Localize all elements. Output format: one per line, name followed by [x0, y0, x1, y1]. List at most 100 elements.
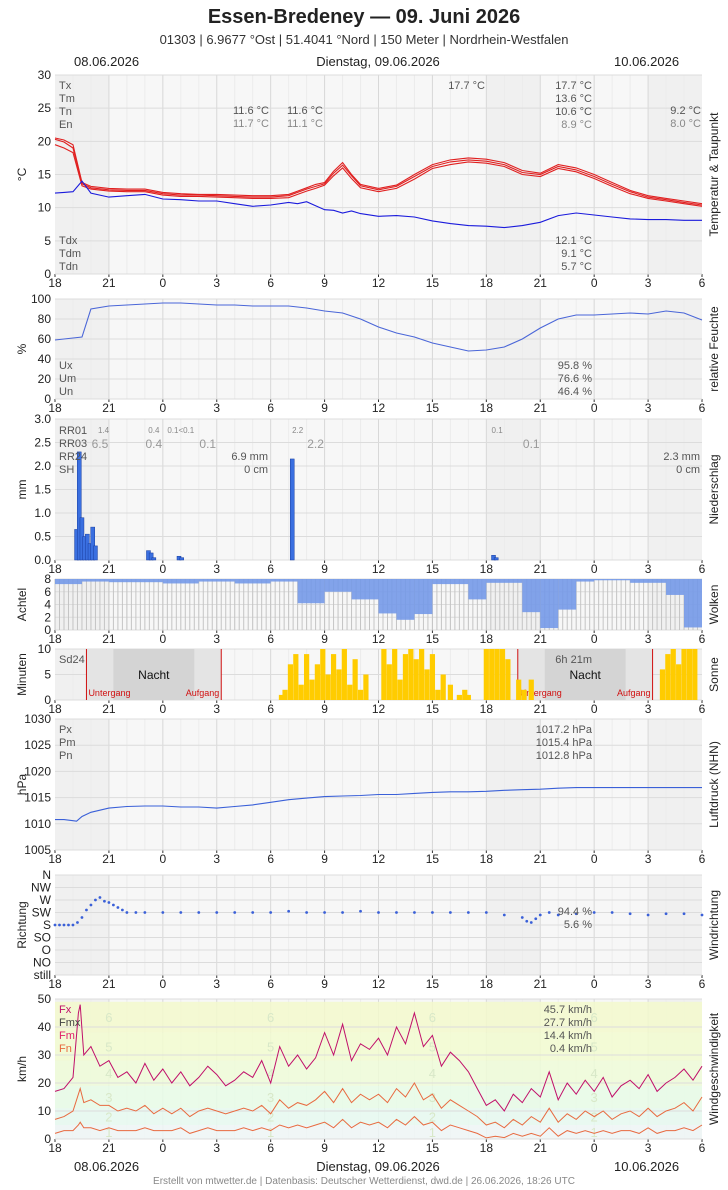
precipitation-x-tick-label: 9 [321, 562, 328, 576]
temperature-y-tick-label: 15 [38, 168, 52, 182]
pressure-y-tick-label: 1020 [24, 764, 51, 778]
footer-credit: Erstellt von mtwetter.de | Datenbasis: D… [153, 1176, 575, 1187]
date-center-bottom: Dienstag, 09.06.2026 [316, 1159, 440, 1174]
wind-speed-beaufort-band [55, 1001, 702, 1033]
temperature-x-tick-label: 3 [213, 276, 220, 290]
wind-speed-beaufort-label: 6 [105, 1010, 112, 1025]
humidity-x-tick-label: 9 [321, 401, 328, 415]
wind-direction-point [359, 909, 362, 913]
wind_speed-x-tick-label: 6 [267, 1141, 274, 1155]
wind-direction-point [116, 906, 120, 909]
temperature-x-tick-label: 18 [48, 276, 62, 290]
precipitation-x-tick-label: 18 [48, 562, 62, 576]
sunshine-bar [293, 654, 299, 700]
wind-speed-beaufort-label: 3 [105, 1090, 112, 1105]
clouds-y-axis-label: Achtel [15, 588, 29, 621]
wind_speed-legend-value: 14.4 km/h [544, 1030, 592, 1042]
temperature-annotation-3: 10.6 °C [555, 106, 592, 118]
wind-direction-tick-label: SO [34, 931, 51, 945]
wind-speed-beaufort-label: 6 [429, 1010, 436, 1025]
temperature-annotation-5: 5.7 °C [561, 261, 592, 273]
wind-direction-point [71, 923, 75, 927]
wind-direction-legend-value: 5.6 % [564, 919, 592, 931]
wind-speed-beaufort-label: 5 [591, 1040, 598, 1055]
wind-direction-point [628, 912, 632, 916]
precipitation-x-tick-label: 3 [645, 562, 652, 576]
sunshine-bar [309, 679, 315, 700]
wind-direction-tick-label: NW [31, 881, 52, 895]
precipitation-x-tick-label: 12 [372, 562, 386, 576]
precipitation-rr24-value-right: 2.3 mm [663, 451, 700, 463]
humidity-legend-Um: Um [59, 373, 76, 385]
humidity-x-tick-label: 12 [372, 401, 386, 415]
wind_speed-legend-Fmx: Fmx [59, 1017, 81, 1029]
wind-direction-tick-label: S [43, 918, 51, 932]
temperature-x-tick-label: 21 [534, 276, 548, 290]
clouds-x-tick-label: 21 [102, 632, 116, 646]
pressure-legend-value: 1015.4 hPa [536, 737, 593, 749]
temperature-side-label: Temperatur & Taupunkt [707, 112, 721, 237]
temperature-series-Tx [54, 137, 703, 205]
wind-direction-tick-label: NO [33, 956, 51, 970]
wind-direction-point [646, 913, 650, 917]
precipitation-rr24-value-right: 0 cm [676, 464, 700, 476]
precipitation-y-tick-label: 2.5 [34, 436, 51, 450]
sunshine-bar [392, 649, 398, 700]
sunshine-bar [336, 669, 342, 700]
precipitation-x-tick-label: 15 [426, 562, 440, 576]
clouds-bar [234, 579, 271, 584]
sunshine-x-tick-label: 9 [321, 702, 328, 716]
precipitation-bar [148, 552, 154, 561]
wind-direction-tick-label: SW [32, 906, 52, 920]
clouds-x-tick-label: 0 [159, 632, 166, 646]
wind-direction-point [80, 916, 84, 919]
wind-direction-point [76, 921, 79, 924]
station-info: 01303 | 6.9677 °Ost | 51.4041 °Nord | 15… [159, 32, 569, 47]
wind-direction-point [62, 923, 66, 927]
sunshine-bar [424, 669, 430, 700]
wind_speed-x-tick-label: 3 [645, 1141, 652, 1155]
temperature-x-tick-label: 3 [645, 276, 652, 290]
precipitation-bar [289, 458, 295, 561]
clouds-x-tick-label: 15 [426, 632, 440, 646]
sunshine-bar [397, 679, 403, 700]
precipitation-x-tick-label: 18 [480, 562, 494, 576]
temperature-legend-Tm: Tm [59, 93, 75, 105]
pressure-x-tick-label: 21 [102, 852, 116, 866]
wind-direction-point [592, 911, 596, 914]
wind-direction-point [556, 913, 560, 917]
humidity-legend-value: 46.4 % [558, 386, 592, 398]
sunshine-x-tick-label: 12 [372, 702, 386, 716]
wind_speed-x-tick-label: 0 [591, 1141, 598, 1155]
precipitation-rr01-label: 0.4 [148, 426, 160, 435]
humidity-x-tick-label: 6 [267, 401, 274, 415]
clouds-bar [684, 579, 702, 628]
wind_speed-x-tick-label: 12 [372, 1141, 386, 1155]
pressure-y-tick-label: 1015 [24, 791, 51, 805]
wind-direction-point [179, 911, 183, 914]
sunshine-bar [298, 684, 304, 700]
precipitation-rr01-label: 0.1 [492, 426, 504, 435]
sunshine-bar [419, 649, 425, 700]
sunshine-night-label: Nacht [138, 668, 170, 682]
pressure-legend-Px: Px [59, 724, 72, 736]
wind-direction-tick-label: N [42, 868, 51, 882]
sunshine-bar [381, 649, 387, 700]
temperature-x-tick-label: 21 [102, 276, 116, 290]
sunshine-sunset-label: Untergang [88, 688, 130, 698]
sunshine-bar [516, 679, 522, 700]
wind-direction-point [85, 908, 88, 912]
wind-direction-point [538, 913, 542, 917]
precipitation-legend-SH: SH [59, 464, 74, 476]
sunshine-bar [325, 674, 331, 700]
wind_speed-x-tick-label: 15 [426, 1141, 440, 1155]
wind-speed-beaufort-label: 6 [591, 1010, 598, 1025]
clouds-y-tick-label: 4 [44, 598, 51, 612]
temperature-legend-Tdn: Tdn [59, 261, 78, 273]
precipitation-rr01-label: 1.4 [98, 426, 110, 435]
temperature-legend-En: En [59, 119, 72, 131]
humidity-x-tick-label: 21 [102, 401, 116, 415]
sunshine-bar [287, 664, 294, 700]
wind-direction-point [58, 923, 61, 927]
precipitation-rr01-label: 0.1<0.1 [167, 426, 194, 435]
